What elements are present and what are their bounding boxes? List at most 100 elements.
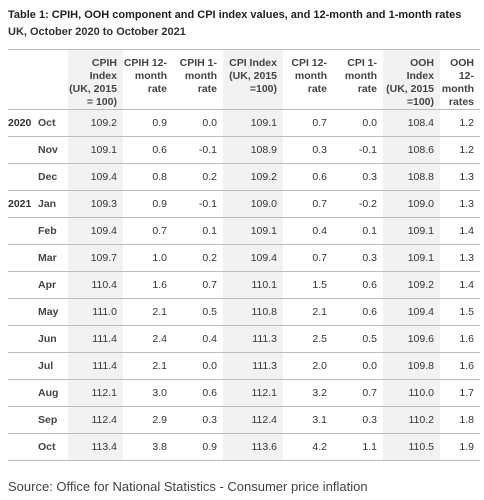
value-cell: 110.2 [383, 406, 440, 434]
month-cell: Oct [38, 433, 68, 461]
value-cell: 1.1 [333, 433, 383, 461]
value-cell: 0.6 [333, 271, 383, 299]
cpi-data-table: CPIH Index (UK, 2015 = 100) CPIH 12- mon… [8, 50, 480, 461]
column-header-cpi-1-month: CPI 1- month rate [333, 50, 383, 110]
table-row: Jul 111.4 2.1 0.0 111.3 2.0 0.0 109.8 1.6 [8, 352, 480, 380]
table-row: Feb 109.4 0.7 0.1 109.1 0.4 0.1 109.1 1.4 [8, 217, 480, 245]
value-cell: 0.7 [173, 271, 223, 299]
value-cell: 1.8 [440, 406, 480, 434]
value-cell: 111.0 [68, 298, 123, 326]
value-cell: 0.6 [173, 379, 223, 407]
value-cell: 4.2 [283, 433, 333, 461]
month-cell: Oct [38, 109, 68, 137]
month-cell: Feb [38, 217, 68, 245]
year-cell [8, 379, 38, 407]
value-cell: 109.4 [68, 217, 123, 245]
table-row: Nov 109.1 0.6 -0.1 108.9 0.3 -0.1 108.6 1.2 [8, 136, 480, 164]
value-cell: 0.3 [333, 163, 383, 191]
table-row: 2021 Jan 109.3 0.9 -0.1 109.0 0.7 -0.2 109.0 1.3 [8, 190, 480, 218]
value-cell: -0.1 [173, 136, 223, 164]
table-row: Dec 109.4 0.8 0.2 109.2 0.6 0.3 108.8 1.3 [8, 163, 480, 191]
column-header-cpi-12-month: CPI 12- month rate [283, 50, 333, 110]
table-row: Oct 113.4 3.8 0.9 113.6 4.2 1.1 110.5 1.9 [8, 433, 480, 461]
year-cell [8, 271, 38, 299]
value-cell: 108.4 [383, 109, 440, 137]
value-cell: 0.2 [173, 163, 223, 191]
year-cell [8, 298, 38, 326]
column-header-cpih-index: CPIH Index (UK, 2015 = 100) [68, 50, 123, 110]
value-cell: 1.3 [440, 244, 480, 272]
value-cell: 1.6 [123, 271, 173, 299]
value-cell: 108.9 [223, 136, 283, 164]
month-cell: Aug [38, 379, 68, 407]
value-cell: 109.8 [383, 352, 440, 380]
table-row: Mar 109.7 1.0 0.2 109.4 0.7 0.3 109.1 1.3 [8, 244, 480, 272]
value-cell: 0.6 [283, 163, 333, 191]
value-cell: 2.1 [123, 352, 173, 380]
value-cell: 108.6 [383, 136, 440, 164]
year-cell: 2020 [8, 109, 38, 137]
year-cell [8, 217, 38, 245]
value-cell: 109.4 [68, 163, 123, 191]
table-title: Table 1: CPIH, OOH component and CPI ind… [8, 9, 462, 21]
value-cell: 1.4 [440, 217, 480, 245]
header-row: CPIH Index (UK, 2015 = 100) CPIH 12- mon… [8, 50, 480, 110]
value-cell: 109.7 [68, 244, 123, 272]
year-header [8, 50, 38, 110]
value-cell: 3.1 [283, 406, 333, 434]
value-cell: 0.3 [283, 136, 333, 164]
value-cell: 112.1 [223, 379, 283, 407]
value-cell: 109.0 [223, 190, 283, 218]
year-cell [8, 136, 38, 164]
value-cell: 0.9 [173, 433, 223, 461]
value-cell: 0.4 [283, 217, 333, 245]
table-row: Aug 112.1 3.0 0.6 112.1 3.2 0.7 110.0 1.7 [8, 379, 480, 407]
value-cell: 0.3 [333, 406, 383, 434]
table-row: May 111.0 2.1 0.5 110.8 2.1 0.6 109.4 1.5 [8, 298, 480, 326]
value-cell: 111.4 [68, 325, 123, 353]
value-cell: 1.7 [440, 379, 480, 407]
value-cell: 1.4 [440, 271, 480, 299]
value-cell: 109.2 [68, 109, 123, 137]
year-cell [8, 352, 38, 380]
value-cell: 2.5 [283, 325, 333, 353]
value-cell: 0.0 [333, 109, 383, 137]
table-row: Jun 111.4 2.4 0.4 111.3 2.5 0.5 109.6 1.6 [8, 325, 480, 353]
value-cell: 113.6 [223, 433, 283, 461]
value-cell: 0.3 [333, 244, 383, 272]
value-cell: 1.3 [440, 190, 480, 218]
value-cell: 0.5 [173, 298, 223, 326]
value-cell: 110.5 [383, 433, 440, 461]
value-cell: 109.6 [383, 325, 440, 353]
value-cell: 109.0 [383, 190, 440, 218]
year-cell [8, 433, 38, 461]
value-cell: 0.0 [333, 352, 383, 380]
value-cell: 0.7 [283, 244, 333, 272]
table-subtitle: UK, October 2020 to October 2021 [8, 26, 186, 38]
column-header-ooh-12-month: OOH 12- month rates [440, 50, 480, 110]
value-cell: 0.1 [173, 217, 223, 245]
value-cell: 109.3 [68, 190, 123, 218]
value-cell: 0.7 [283, 109, 333, 137]
value-cell: -0.1 [333, 136, 383, 164]
value-cell: 1.6 [440, 325, 480, 353]
value-cell: 0.6 [333, 298, 383, 326]
value-cell: 109.1 [68, 136, 123, 164]
value-cell: 108.8 [383, 163, 440, 191]
source-note: Source: Office for National Statistics -… [8, 479, 368, 494]
value-cell: 1.5 [283, 271, 333, 299]
value-cell: 110.0 [383, 379, 440, 407]
value-cell: 110.1 [223, 271, 283, 299]
value-cell: 2.1 [283, 298, 333, 326]
value-cell: -0.1 [173, 190, 223, 218]
value-cell: 0.2 [173, 244, 223, 272]
value-cell: 3.0 [123, 379, 173, 407]
month-header [38, 50, 68, 110]
top-divider [8, 49, 480, 50]
value-cell: 0.0 [173, 109, 223, 137]
value-cell: 112.4 [68, 406, 123, 434]
column-header-cpih-1-month: CPIH 1- month rate [173, 50, 223, 110]
value-cell: 0.9 [123, 109, 173, 137]
value-cell: 0.1 [333, 217, 383, 245]
year-cell: 2021 [8, 190, 38, 218]
